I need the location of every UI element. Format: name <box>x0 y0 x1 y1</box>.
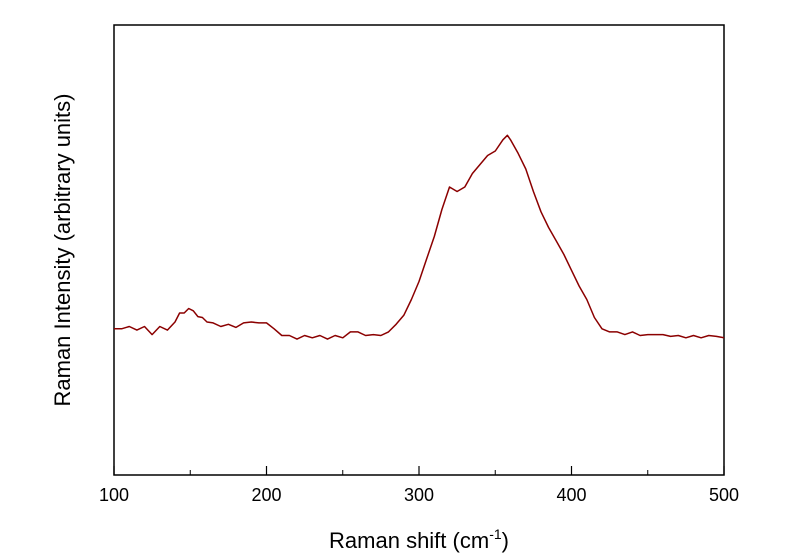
x-tick-label: 100 <box>99 485 129 505</box>
plot-frame <box>113 24 725 476</box>
x-axis-ticks <box>113 466 725 475</box>
x-axis-title-suffix: ) <box>502 528 509 553</box>
x-axis-title: Raman shift (cm-1) <box>329 526 509 553</box>
x-axis-title-main: Raman shift (cm <box>329 528 489 553</box>
series-line <box>114 134 725 340</box>
x-tick-label: 300 <box>404 485 434 505</box>
x-tick-label: 400 <box>556 485 586 505</box>
x-tick-label: 200 <box>251 485 281 505</box>
y-axis-title: Raman Intensity (arbitrary units) <box>50 94 75 407</box>
x-tick-label: 500 <box>709 485 739 505</box>
x-axis-title-superscript: -1 <box>489 526 502 542</box>
x-axis-tick-labels: 100 200 300 400 500 <box>99 485 739 505</box>
